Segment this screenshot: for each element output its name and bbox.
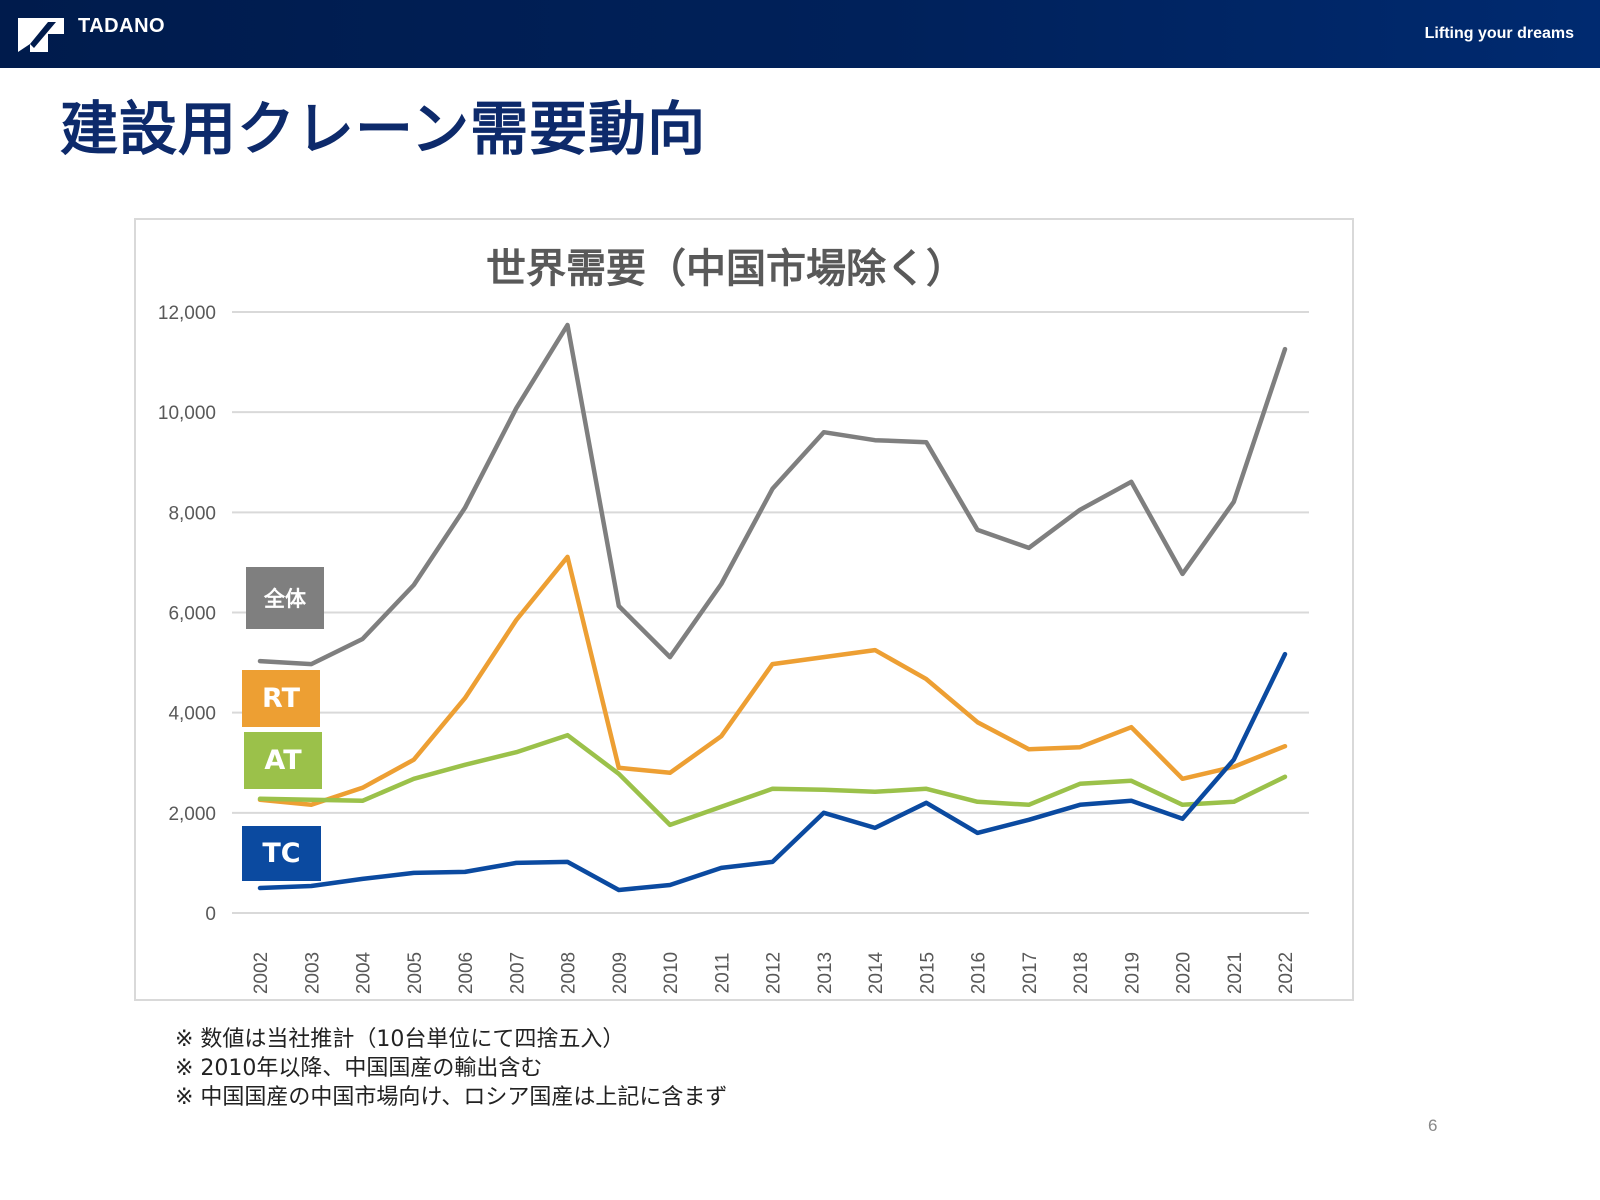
x-tick-label: 2022 (1276, 952, 1297, 994)
x-tick-label: 2015 (917, 952, 938, 994)
legend-label-total-text: 全体 (264, 587, 306, 611)
x-tick-label: 2004 (354, 951, 375, 994)
x-tick-label: 2018 (1071, 952, 1092, 994)
x-tick-label: 2011 (712, 953, 733, 994)
x-tick-label: 2013 (815, 952, 836, 994)
x-tick-label: 2019 (1122, 952, 1143, 994)
page-number: 6 (1428, 1116, 1438, 1135)
y-tick-label: 10,000 (158, 403, 216, 424)
x-tick-label: 2003 (302, 952, 323, 994)
y-tick-label: 2,000 (168, 804, 216, 825)
footnote: ※ 数値は当社推計（10台単位にて四捨五入） (175, 1027, 625, 1052)
footnote: ※ 中国国産の中国市場向け、ロシア国産は上記に含まず (175, 1085, 728, 1110)
series-line-tc (257, 651, 1288, 893)
page-title: 建設用クレーン需要動向 (60, 95, 707, 163)
x-tick-label: 2012 (764, 952, 785, 994)
chart-frame: 世界需要（中国市場除く） 0 2,000 4,000 6,000 8,000 10,000… (134, 218, 1354, 1001)
legend-label-rt-text: RT (262, 683, 300, 714)
legend-label-at: AT (244, 732, 322, 789)
gridlines (232, 311, 1309, 914)
x-tick-label: 2017 (1020, 952, 1041, 994)
legend-label-at-text: AT (264, 745, 302, 776)
legend-label-total: 全体 (246, 567, 324, 629)
x-tick-label: 2020 (1174, 952, 1195, 994)
tadano-logo-icon (18, 18, 64, 52)
x-tick-label: 2006 (456, 952, 477, 994)
x-tick-label: 2010 (661, 952, 682, 994)
x-tick-label: 2007 (507, 952, 528, 994)
y-tick-label: 6,000 (168, 604, 216, 625)
x-tick-label: 2016 (969, 952, 990, 994)
x-tick-label: 2009 (610, 952, 631, 994)
y-axis-ticks: 0 2,000 4,000 6,000 8,000 10,000 12,000 (158, 303, 216, 925)
chart-title: 世界需要（中国市場除く） (486, 246, 966, 292)
legend-label-rt: RT (242, 670, 320, 727)
footnotes: ※ 数値は当社推計（10台単位にて四捨五入） ※ 2010年以降、中国国産の輸出… (175, 1025, 727, 1112)
y-tick-label: 12,000 (158, 303, 216, 324)
x-axis-ticks: 2002 2003 2004 2005 2006 2007 2008 2009 2010 2011… (251, 951, 1297, 994)
footnote: ※ 2010年以降、中国国産の輸出含む (175, 1056, 543, 1081)
x-tick-label: 2005 (405, 952, 426, 994)
x-tick-label: 2014 (866, 951, 887, 994)
legend-label-tc: TC (242, 826, 321, 881)
x-tick-label: 2002 (251, 952, 272, 994)
series-line-rt (257, 554, 1288, 808)
series-line-at (257, 732, 1288, 828)
series-lines (257, 322, 1288, 893)
x-tick-label: 2008 (559, 952, 580, 994)
y-tick-label: 8,000 (168, 503, 216, 524)
tagline: Lifting your dreams (1424, 25, 1574, 42)
x-tick-label: 2021 (1225, 952, 1246, 994)
brand-name: TADANO (78, 15, 166, 37)
header-bar: TADANO Lifting your dreams (0, 0, 1600, 68)
line-chart: 世界需要（中国市場除く） 0 2,000 4,000 6,000 8,000 10,000… (158, 246, 1309, 994)
y-tick-label: 4,000 (168, 704, 216, 725)
y-tick-label: 0 (205, 904, 216, 925)
legend-label-tc-text: TC (262, 838, 301, 869)
